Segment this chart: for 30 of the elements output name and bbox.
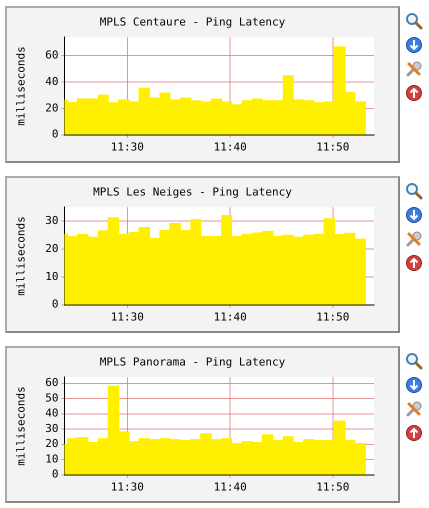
chart-title: MPLS Les Neiges - Ping Latency bbox=[93, 185, 292, 198]
y-axis-title: milliseconds bbox=[14, 386, 28, 466]
y-tick-label: 60 bbox=[45, 48, 58, 62]
y-tick-label: 0 bbox=[52, 468, 58, 481]
y-axis-title: milliseconds bbox=[14, 216, 28, 296]
x-tick-label: 11:30 bbox=[110, 140, 144, 154]
y-tick-label: 20 bbox=[45, 242, 58, 255]
y-tick-label: 0 bbox=[52, 298, 58, 311]
x-tick-label: 11:50 bbox=[316, 310, 350, 324]
y-tick-label: 0 bbox=[52, 128, 58, 141]
y-tick-label: 60 bbox=[45, 376, 58, 390]
y-tick-label: 40 bbox=[45, 406, 58, 420]
chart-title: MPLS Centaure - Ping Latency bbox=[100, 15, 286, 28]
y-tick-label: 20 bbox=[45, 101, 58, 114]
y-tick-label: 10 bbox=[45, 452, 58, 466]
y-tick-label: 30 bbox=[45, 214, 58, 227]
x-tick-label: 11:50 bbox=[316, 140, 350, 154]
x-tick-label: 11:50 bbox=[316, 480, 350, 494]
x-tick-label: 11:40 bbox=[214, 310, 247, 324]
x-tick-label: 11:40 bbox=[214, 480, 247, 494]
y-tick-label: 50 bbox=[45, 391, 58, 404]
chart-title: MPLS Panorama - Ping Latency bbox=[100, 355, 286, 368]
y-tick-label: 40 bbox=[45, 74, 58, 88]
y-tick-label: 30 bbox=[45, 422, 58, 435]
x-tick-label: 11:30 bbox=[110, 480, 144, 494]
y-axis-title: milliseconds bbox=[14, 46, 28, 126]
y-tick-label: 10 bbox=[45, 270, 58, 283]
x-tick-label: 11:30 bbox=[110, 310, 144, 324]
y-tick-label: 20 bbox=[45, 437, 58, 450]
x-tick-label: 11:40 bbox=[214, 140, 247, 154]
